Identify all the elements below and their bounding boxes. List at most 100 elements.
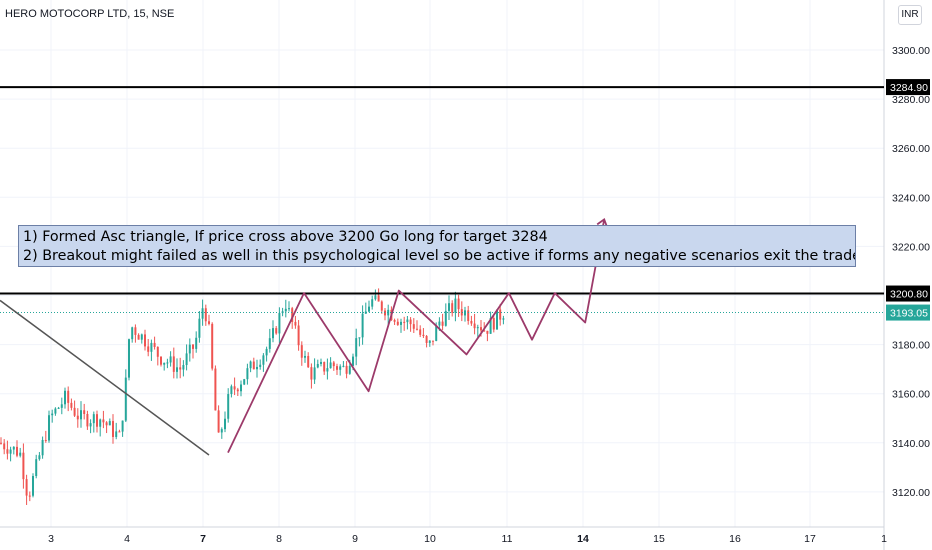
candle-body bbox=[454, 298, 457, 313]
candle-body bbox=[80, 410, 82, 420]
candle-body bbox=[16, 446, 18, 456]
candle-body bbox=[163, 362, 166, 365]
candle-body bbox=[140, 334, 143, 340]
candle-body bbox=[307, 355, 310, 368]
levels bbox=[0, 86, 884, 314]
candle-body bbox=[262, 355, 265, 365]
candle-body bbox=[294, 321, 297, 326]
candle-body bbox=[25, 479, 28, 496]
candle-body bbox=[310, 367, 313, 380]
candle-body bbox=[272, 328, 274, 339]
level-tags: 3284.90 3200.80 3193.05 bbox=[886, 79, 930, 321]
candle-body bbox=[224, 418, 226, 430]
annotation-line-2: 2) Breakout might failed as well in this… bbox=[23, 248, 856, 264]
candle-body bbox=[115, 431, 118, 437]
candle-body bbox=[105, 422, 108, 426]
candle-body bbox=[355, 338, 358, 357]
candle-body bbox=[144, 334, 146, 347]
candle-body bbox=[400, 321, 402, 325]
candle-body bbox=[9, 449, 12, 454]
candle-body bbox=[230, 386, 233, 395]
candle-body bbox=[300, 345, 303, 358]
candle-body bbox=[259, 364, 262, 367]
candle-body bbox=[38, 455, 41, 460]
price-tick-label: 3140.00 bbox=[892, 438, 930, 450]
candle-body bbox=[326, 368, 329, 372]
annotation-box[interactable]: 1) Formed Asc triangle, If price cross a… bbox=[18, 225, 856, 267]
candle-body bbox=[236, 389, 239, 392]
candle-body bbox=[195, 337, 198, 349]
price-tick-label: 3280.00 bbox=[892, 94, 930, 106]
candle-body bbox=[316, 363, 319, 368]
candle-body bbox=[48, 415, 50, 441]
candle-body bbox=[44, 439, 47, 441]
trendline bbox=[0, 299, 210, 456]
candle-body bbox=[249, 361, 252, 369]
candle-body bbox=[96, 414, 98, 427]
currency-button[interactable]: INR bbox=[898, 5, 922, 25]
candle-body bbox=[188, 344, 191, 354]
candle-body bbox=[208, 321, 210, 324]
candle-body bbox=[320, 361, 322, 364]
candle-body bbox=[12, 446, 15, 450]
price-tick-label: 3240.00 bbox=[892, 192, 930, 204]
candle-body bbox=[211, 323, 214, 369]
candle-body bbox=[291, 308, 294, 322]
candle-body bbox=[252, 361, 255, 370]
candle-body bbox=[179, 367, 182, 370]
candle-body bbox=[460, 309, 463, 316]
candle-body bbox=[313, 367, 316, 380]
candle-body bbox=[444, 310, 447, 326]
candle-body bbox=[172, 356, 175, 372]
candle-body bbox=[361, 313, 364, 338]
candle-body bbox=[368, 306, 370, 312]
time-tick-label: 1 bbox=[881, 533, 887, 545]
time-tick-label: 3 bbox=[48, 533, 54, 545]
candle-body bbox=[483, 330, 486, 332]
candle-body bbox=[118, 431, 121, 433]
candle-body bbox=[422, 334, 425, 337]
candle-body bbox=[412, 324, 415, 329]
candle-body bbox=[435, 325, 438, 341]
candle-body bbox=[185, 353, 188, 366]
candle-body bbox=[492, 318, 495, 330]
level-tag-label: 3284.90 bbox=[890, 82, 928, 94]
candle-body bbox=[425, 336, 428, 343]
candle-body bbox=[467, 310, 470, 321]
candle-body bbox=[57, 407, 60, 409]
candle-body bbox=[278, 313, 281, 334]
candle-body bbox=[387, 309, 390, 316]
candle-body bbox=[176, 367, 178, 372]
candle-body bbox=[22, 452, 25, 480]
candle-body bbox=[275, 328, 278, 334]
candle-body bbox=[284, 308, 287, 312]
time-tick-label: 14 bbox=[577, 533, 589, 545]
candle-body bbox=[240, 384, 242, 392]
candle-body bbox=[89, 423, 92, 427]
pattern-path bbox=[227, 219, 606, 454]
candle-body bbox=[496, 309, 498, 330]
candle-body bbox=[124, 377, 127, 421]
candle-body bbox=[70, 402, 73, 408]
time-tick-label: 8 bbox=[276, 533, 282, 545]
candle-body bbox=[486, 330, 489, 334]
time-tick-label: 7 bbox=[200, 533, 206, 545]
price-tick-label: 3300.00 bbox=[892, 45, 930, 57]
candle-body bbox=[371, 299, 374, 307]
time-tick-label: 15 bbox=[653, 533, 665, 545]
level-tag-bg bbox=[886, 79, 930, 96]
candle-body bbox=[457, 298, 460, 310]
candle-body bbox=[153, 342, 156, 347]
candle-body bbox=[41, 439, 44, 456]
candle-body bbox=[108, 421, 111, 426]
candle-body bbox=[374, 295, 377, 300]
candle-body bbox=[348, 365, 351, 374]
price-tick-label: 3220.00 bbox=[892, 241, 930, 253]
candle-body bbox=[166, 362, 169, 364]
candle-body bbox=[358, 337, 361, 339]
candle-body bbox=[134, 327, 137, 335]
candle-body bbox=[233, 386, 236, 390]
candle-body bbox=[86, 413, 89, 427]
candle-body bbox=[128, 339, 130, 378]
